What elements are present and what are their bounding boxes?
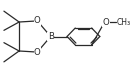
Text: B: B bbox=[48, 32, 54, 41]
Text: O: O bbox=[34, 16, 41, 25]
Text: CH₃: CH₃ bbox=[117, 18, 131, 27]
Text: O: O bbox=[34, 48, 41, 57]
Text: O: O bbox=[103, 18, 109, 27]
